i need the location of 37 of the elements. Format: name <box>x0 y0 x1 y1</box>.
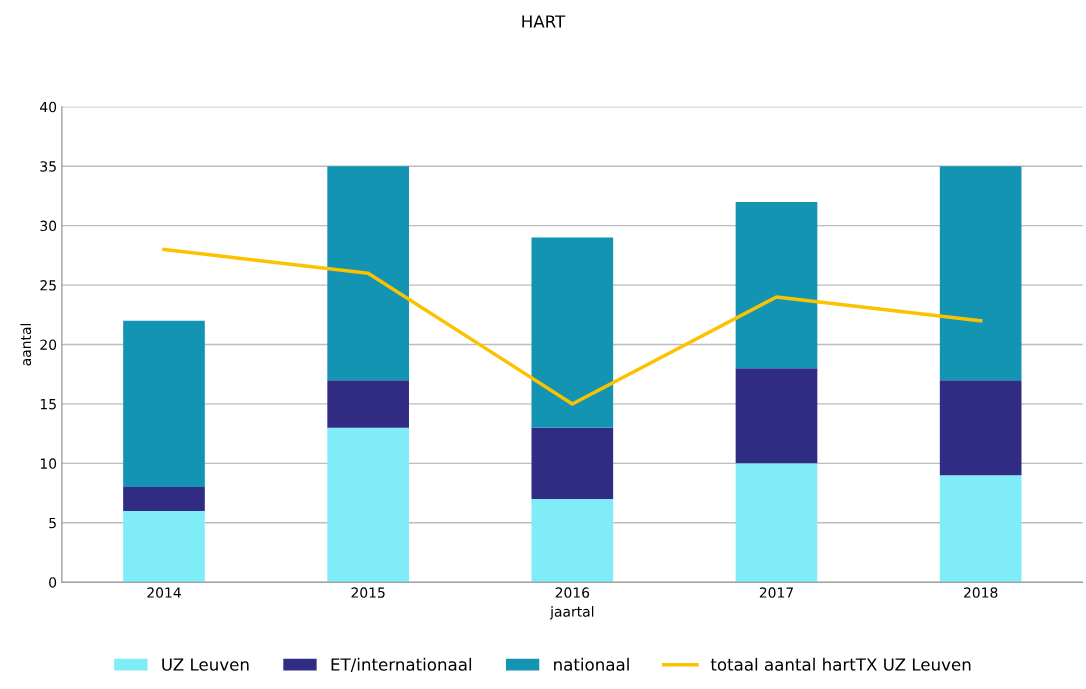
x-tick-label: 2017 <box>759 587 793 598</box>
bar <box>939 166 1022 381</box>
y-tick-label: 0 <box>49 577 57 588</box>
bar <box>531 499 614 583</box>
y-tick-label: 15 <box>40 399 56 410</box>
bar <box>123 320 205 488</box>
x-tick-label: 2015 <box>351 587 385 598</box>
x-tick-label: 2018 <box>964 587 998 598</box>
y-tick-label: 5 <box>49 517 56 529</box>
chart-title: HART <box>522 15 566 28</box>
bar <box>939 380 1022 476</box>
bar <box>123 487 205 511</box>
legend-label: nationaal <box>554 657 629 671</box>
bar <box>327 380 409 428</box>
legend-label: ET/internationaal <box>331 657 472 673</box>
bar <box>531 427 614 500</box>
bar <box>123 510 205 583</box>
bar <box>735 201 818 369</box>
y-tick-label: 40 <box>40 101 57 113</box>
bar <box>531 237 614 428</box>
y-tick-label: 20 <box>40 339 57 350</box>
y-axis-title: aantal <box>20 323 32 366</box>
legend-label: UZ Leuven <box>162 658 249 671</box>
bar <box>735 463 818 583</box>
line-series <box>162 247 983 406</box>
x-tick-label: 2016 <box>555 587 590 598</box>
y-tick-label: 35 <box>40 161 56 172</box>
y-tick-label: 10 <box>40 458 57 469</box>
y-tick-label: 30 <box>40 220 57 232</box>
x-tick-label: 2014 <box>147 587 181 598</box>
bar <box>327 427 409 583</box>
bar <box>735 368 818 464</box>
x-axis-title: jaartal <box>549 606 594 620</box>
bar <box>939 475 1022 583</box>
legend-label: totaal aantal hartTX UZ Leuven <box>710 657 971 671</box>
y-tick-label: 25 <box>40 280 56 291</box>
bar <box>327 166 409 381</box>
